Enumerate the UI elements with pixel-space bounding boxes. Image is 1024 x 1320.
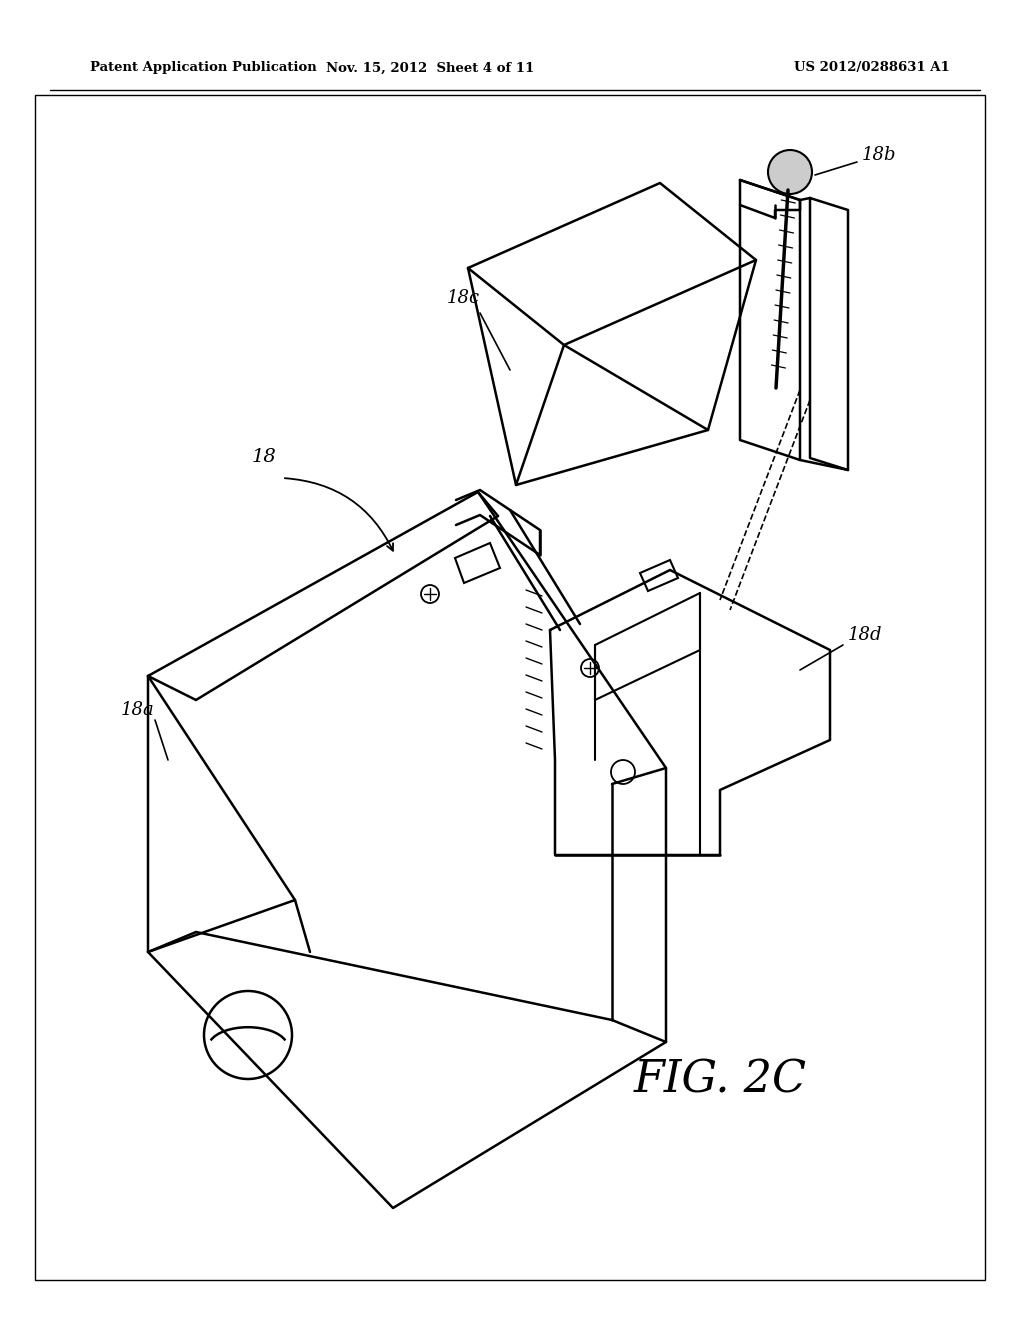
FancyArrowPatch shape (285, 478, 393, 550)
Text: US 2012/0288631 A1: US 2012/0288631 A1 (795, 62, 950, 74)
Text: FIG. 2C: FIG. 2C (634, 1059, 807, 1102)
Circle shape (768, 150, 812, 194)
Text: 18: 18 (252, 447, 276, 466)
Text: 18b: 18b (862, 147, 896, 164)
Bar (35, 95, 985, 1280)
Text: 18a: 18a (121, 701, 155, 719)
Text: 18d: 18d (848, 626, 883, 644)
Text: Patent Application Publication: Patent Application Publication (90, 62, 316, 74)
Text: 18c: 18c (446, 289, 479, 308)
Text: Nov. 15, 2012  Sheet 4 of 11: Nov. 15, 2012 Sheet 4 of 11 (326, 62, 535, 74)
